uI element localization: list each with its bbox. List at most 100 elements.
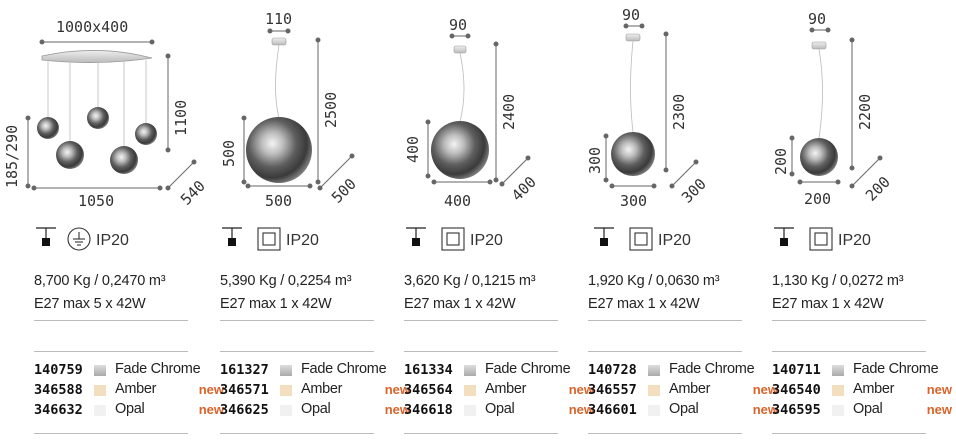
variant-row: 140711 Fade Chrome [772, 361, 952, 381]
bulb-spec: E27 max 5 x 42W [34, 296, 146, 312]
finish-swatch [832, 405, 844, 416]
bulb-spec: E27 max 1 x 42W [588, 296, 700, 312]
dim-bottom-label: 500 [265, 192, 293, 210]
finish-name: Amber [485, 381, 527, 397]
divider [404, 320, 558, 321]
bulb-spec: E27 max 1 x 42W [220, 296, 332, 312]
variant-row: 346601 Opal new [588, 401, 778, 421]
finish-swatch [648, 385, 660, 396]
class-2-double-insulation-icon [257, 227, 281, 251]
dim-top-label: 90 [808, 10, 827, 28]
finish-name: Fade Chrome [301, 361, 387, 377]
dim-left-label: 300 [586, 146, 604, 174]
divider [34, 320, 188, 321]
finish-name: Fade Chrome [669, 361, 755, 377]
variant-row: 346595 Opal new [772, 401, 952, 421]
dim-bottom-label: 300 [620, 192, 648, 210]
new-badge: new [384, 402, 410, 417]
bulb-spec: E27 max 1 x 42W [404, 296, 516, 312]
product-code: 346632 [34, 402, 83, 418]
new-badge: new [568, 382, 594, 397]
product-code: 346601 [588, 402, 637, 418]
new-badge: new [384, 382, 410, 397]
divider [34, 351, 188, 352]
dim-height-label: 2300 [670, 93, 688, 130]
variant-row: 346540 Amber new [772, 381, 952, 401]
ceiling-mount-icon [36, 227, 56, 246]
divider [588, 351, 742, 352]
dim-top-label: 90 [449, 16, 468, 34]
finish-swatch [832, 385, 844, 396]
dim-left-label: 185/290 [3, 124, 21, 188]
variant-row: 140759 Fade Chrome [34, 361, 224, 381]
product-column-1: 1000x400 1100 185/290 1050 540 IP20 8,70… [0, 0, 224, 444]
class-2-double-insulation-icon [809, 227, 833, 251]
finish-swatch [648, 365, 660, 376]
pendant-drawing [241, 28, 355, 191]
ip-rating: IP20 [470, 232, 503, 249]
icon-row: IP20 [772, 226, 871, 256]
product-code: 346595 [772, 402, 821, 418]
ip-rating: IP20 [96, 232, 129, 249]
new-badge: new [198, 382, 224, 397]
finish-name: Opal [115, 401, 145, 417]
product-code: 346540 [772, 382, 821, 398]
variant-row: 346588 Amber new [34, 381, 224, 401]
product-code: 346571 [220, 382, 269, 398]
weight-volume: 3,620 Kg / 0,1215 m³ [404, 273, 536, 289]
divider [772, 320, 926, 321]
variant-row: 161327 Fade Chrome [220, 361, 410, 381]
pendant-drawing [789, 27, 883, 189]
finish-name: Amber [115, 381, 157, 397]
dim-height-label: 2200 [856, 93, 874, 130]
finish-swatch [94, 405, 106, 416]
finish-name: Fade Chrome [853, 361, 939, 377]
finish-name: Amber [301, 381, 343, 397]
dim-height-label: 2400 [500, 93, 518, 130]
finish-swatch [464, 405, 476, 416]
variant-row: 346571 Amber new [220, 381, 410, 401]
finish-swatch [94, 385, 106, 396]
product-column-4: 90 2300 300 300 300 IP20 1,920 Kg / 0,06… [582, 0, 778, 444]
divider [220, 320, 374, 321]
class-1-earth-icon [67, 227, 91, 251]
divider [588, 433, 742, 434]
ip-rating: IP20 [658, 232, 691, 249]
product-code: 346564 [404, 382, 453, 398]
finish-name: Amber [853, 381, 895, 397]
finish-name: Opal [853, 401, 883, 417]
icon-row: IP20 [592, 226, 691, 256]
finish-swatch [464, 365, 476, 376]
dim-left-label: 400 [404, 135, 422, 163]
new-badge: new [926, 402, 952, 417]
finish-swatch [464, 385, 476, 396]
bulb-spec: E27 max 1 x 42W [772, 296, 884, 312]
icon-row: IP20 [34, 226, 129, 256]
finish-name: Amber [669, 381, 711, 397]
divider [220, 351, 374, 352]
finish-swatch [94, 365, 106, 376]
variant-row: 346618 Opal new [404, 401, 594, 421]
class-2-double-insulation-icon [441, 227, 465, 251]
dim-bottom-label: 200 [804, 190, 832, 208]
variant-row: 346632 Opal new [34, 401, 224, 421]
finish-name: Opal [301, 401, 331, 417]
dim-left-label: 200 [772, 147, 790, 175]
icon-row: IP20 [404, 226, 503, 256]
variant-row: 346557 Amber new [588, 381, 778, 401]
class-2-double-insulation-icon [629, 227, 653, 251]
ceiling-mount-icon [406, 227, 426, 246]
new-badge: new [752, 382, 778, 397]
dim-top-label: 110 [265, 10, 293, 28]
dim-height-label: 1100 [172, 99, 190, 136]
divider [772, 351, 926, 352]
new-badge: new [752, 402, 778, 417]
chandelier-drawing [25, 39, 197, 191]
dim-bottom-label: 1050 [78, 192, 115, 210]
finish-swatch [832, 365, 844, 376]
finish-name: Fade Chrome [485, 361, 571, 377]
product-code: 140759 [34, 362, 83, 378]
weight-volume: 1,920 Kg / 0,0630 m³ [588, 273, 720, 289]
product-code: 140711 [772, 362, 821, 378]
finish-name: Fade Chrome [115, 361, 201, 377]
